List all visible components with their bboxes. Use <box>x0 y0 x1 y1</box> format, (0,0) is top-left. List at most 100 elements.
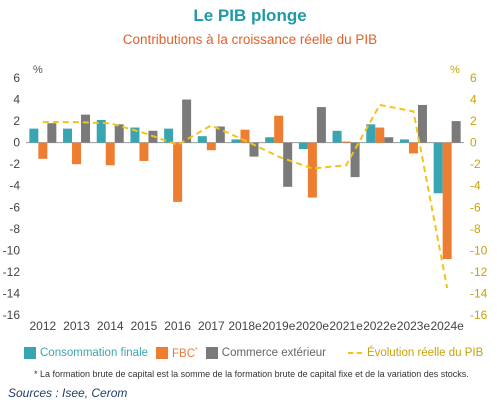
line-group <box>42 103 449 289</box>
bar-group <box>29 99 461 259</box>
y-tick-left--6: -6 <box>9 200 20 214</box>
left-unit-label: % <box>33 64 43 76</box>
bar-commerce-ext-rieur-2020e <box>316 107 326 143</box>
x-tick-2017: 2017 <box>198 319 225 333</box>
y-tick-right-2: 2 <box>470 114 477 128</box>
bar-consommation-finale-2014 <box>96 120 106 143</box>
x-axis: 2012 2013 2014 2015 2016 2017 2018e 2019e 2020e 2… <box>29 319 464 333</box>
bar-commerce-ext-rieur-2019e <box>283 142 293 187</box>
bar-fbc-2021e <box>341 141 351 143</box>
x-tick-2013: 2013 <box>63 319 90 333</box>
x-tick-2014: 2014 <box>97 319 124 333</box>
legend-label-fbc: FBC* <box>172 347 198 360</box>
legend-evolution: Évolution réelle du PIB <box>347 347 484 360</box>
x-tick-2019e: 2019e <box>262 319 296 333</box>
y-tick-right-6: 6 <box>470 71 477 85</box>
y-tick-left-0: 0 <box>13 136 20 150</box>
y-tick-left--10: -10 <box>3 243 21 257</box>
bar-fbc-2016 <box>173 142 183 202</box>
bar-consommation-finale-2020e <box>298 142 308 150</box>
bar-commerce-ext-rieur-2017 <box>215 126 225 143</box>
legend-swatch-evolution <box>347 352 362 355</box>
bar-commerce-ext-rieur-2018e <box>249 142 259 157</box>
bar-consommation-finale-2013 <box>63 128 73 143</box>
bar-fbc-2019e <box>274 115 284 143</box>
y-tick-right-0: 0 <box>470 136 477 150</box>
legend-swatch-commerce <box>205 347 218 360</box>
bar-fbc-2014 <box>105 142 115 166</box>
y-tick-right-4: 4 <box>470 93 477 107</box>
y-tick-left--14: -14 <box>3 286 21 300</box>
y-axis-right: -16 -14 -12 -10 -8 -6 -4 -2 0 2 4 6 <box>470 71 488 322</box>
legend-consommation: Consommation finale <box>24 347 149 360</box>
bar-fbc-2017 <box>206 142 216 151</box>
y-tick-left--4: -4 <box>9 179 20 193</box>
y-tick-right--6: -6 <box>470 200 481 214</box>
bar-consommation-finale-2012 <box>29 128 39 143</box>
legend-label-consommation: Consommation finale <box>40 347 149 360</box>
y-tick-right--12: -12 <box>470 265 488 279</box>
y-tick-left--16: -16 <box>3 308 21 322</box>
footnote: * La formation brute de capital est la s… <box>34 369 469 379</box>
y-tick-right--16: -16 <box>470 308 488 322</box>
y-axis-left: -16 -14 -12 -10 -8 -6 -4 -2 0 2 4 6 <box>3 71 21 322</box>
bar-commerce-ext-rieur-2021e <box>350 142 360 178</box>
bar-consommation-finale-2015 <box>130 127 140 143</box>
line-evolution-pib <box>42 103 449 289</box>
bar-commerce-ext-rieur-2012 <box>47 123 57 143</box>
bar-fbc-2022e <box>375 127 385 143</box>
bar-consommation-finale-2021e <box>332 130 342 143</box>
chart-subtitle: Contributions à la croissance réelle du … <box>122 32 378 47</box>
bar-commerce-ext-rieur-2014 <box>114 124 124 143</box>
legend: Consommation finale FBC* Commerce extéri… <box>24 347 491 360</box>
x-tick-2012: 2012 <box>29 319 56 333</box>
x-tick-2021e: 2021e <box>329 319 363 333</box>
bar-fbc-2015 <box>139 142 149 161</box>
sources: Sources : Isee, Cerom <box>8 386 128 400</box>
legend-label-evolution: Évolution réelle du PIB <box>366 347 484 360</box>
legend-fbc: FBC* <box>156 347 198 360</box>
bar-consommation-finale-2023e <box>399 139 409 143</box>
x-tick-2016: 2016 <box>164 319 191 333</box>
legend-label-commerce: Commerce extérieur <box>221 347 326 360</box>
y-tick-right--10: -10 <box>470 243 488 257</box>
bar-fbc-2024e <box>442 142 452 259</box>
legend-label-fbc-text: FBC <box>172 347 196 360</box>
y-tick-left-4: 4 <box>13 93 20 107</box>
bar-commerce-ext-rieur-2023e <box>417 104 427 143</box>
bar-commerce-ext-rieur-2024e <box>451 121 461 143</box>
bar-commerce-ext-rieur-2022e <box>384 137 394 143</box>
bar-commerce-ext-rieur-2016 <box>182 99 192 143</box>
legend-fbc-marker: * <box>195 347 198 354</box>
x-tick-2018e: 2018e <box>228 319 262 333</box>
y-tick-left--2: -2 <box>9 157 20 171</box>
y-tick-right--2: -2 <box>470 157 481 171</box>
x-tick-2023e: 2023e <box>397 319 431 333</box>
bar-commerce-ext-rieur-2013 <box>81 114 91 143</box>
right-unit-label: % <box>450 64 460 76</box>
x-tick-2024e: 2024e <box>430 319 464 333</box>
y-tick-left-2: 2 <box>13 114 20 128</box>
bar-consommation-finale-2018e <box>231 139 241 143</box>
x-tick-2015: 2015 <box>131 319 158 333</box>
bar-consommation-finale-2016 <box>164 128 174 143</box>
y-tick-left-6: 6 <box>13 71 20 85</box>
bar-consommation-finale-2019e <box>265 137 275 143</box>
y-tick-left--12: -12 <box>3 265 21 279</box>
y-tick-left--8: -8 <box>9 222 20 236</box>
legend-commerce: Commerce extérieur <box>205 347 326 360</box>
bar-consommation-finale-2017 <box>197 136 207 143</box>
bar-consommation-finale-2022e <box>366 124 376 143</box>
x-tick-2020e: 2020e <box>296 319 330 333</box>
legend-swatch-fbc <box>156 347 169 360</box>
bar-fbc-2018e <box>240 129 250 143</box>
bar-fbc-2012 <box>38 142 48 159</box>
y-tick-right--8: -8 <box>470 222 481 236</box>
bar-fbc-2020e <box>307 142 317 198</box>
y-tick-right--14: -14 <box>470 286 488 300</box>
chart-title: Le PIB plonge <box>193 6 307 25</box>
bar-fbc-2023e <box>408 142 418 154</box>
bar-fbc-2013 <box>72 142 82 165</box>
y-tick-right--4: -4 <box>470 179 481 193</box>
